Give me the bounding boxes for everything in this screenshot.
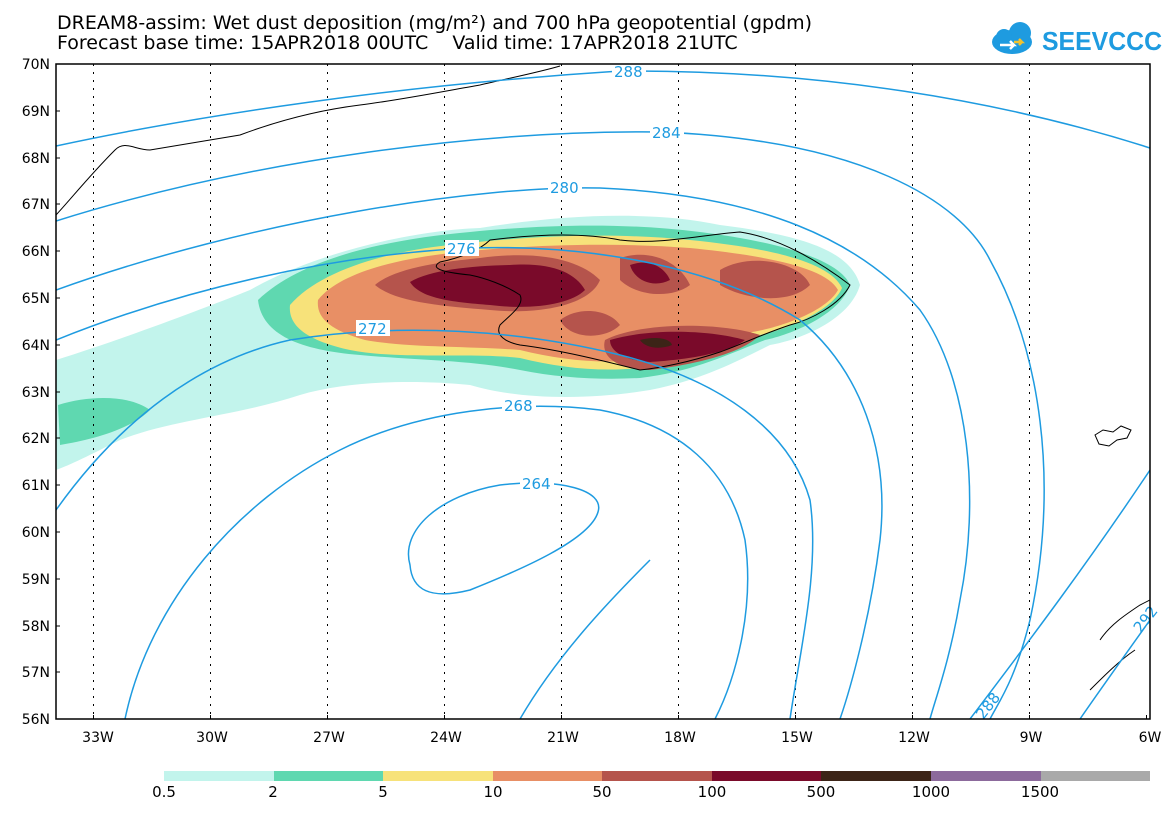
lon-tick-label: 18W — [664, 730, 696, 746]
grid — [93, 64, 1030, 719]
contour-labels: 288 284 280 276 272 268 264 288 292 — [356, 63, 1161, 723]
dust-100 — [410, 262, 745, 362]
dust-500 — [640, 337, 672, 348]
legend-label: 50 — [592, 783, 612, 801]
lon-tick-label: 9W — [1020, 730, 1043, 746]
legend-label: 0.5 — [152, 783, 176, 801]
legend-label: 1500 — [1020, 783, 1060, 801]
cloud-icon — [992, 22, 1032, 54]
contour-label: 268 — [504, 397, 533, 415]
contour-label: 264 — [522, 475, 551, 493]
contour-276 — [56, 246, 883, 719]
lat-tick-label: 61N — [22, 478, 50, 494]
lat-tick-label: 68N — [22, 151, 50, 167]
contour-292 — [1079, 619, 1150, 719]
lat-tick-label: 69N — [22, 104, 50, 120]
legend-swatch — [383, 771, 493, 781]
contour-label: 288 — [972, 689, 1004, 723]
legend-label: 1000 — [911, 783, 951, 801]
lat-tick-label: 57N — [22, 665, 50, 681]
legend-label: 10 — [483, 783, 503, 801]
legend-label: 100 — [697, 783, 727, 801]
legend-label: 5 — [378, 783, 388, 801]
contour-268 — [124, 405, 749, 719]
legend-label: 2 — [268, 783, 278, 801]
legend-swatch — [273, 771, 384, 781]
lon-tick-label: 15W — [781, 730, 813, 746]
legend-swatch — [602, 771, 712, 781]
legend-label: 500 — [806, 783, 836, 801]
contour-label: 280 — [550, 179, 579, 197]
lat-tick-label: 56N — [22, 712, 50, 728]
lat-tick-label: 59N — [22, 572, 50, 588]
contour-268b — [519, 559, 651, 719]
lon-tick-label: 30W — [196, 730, 228, 746]
iceland-coast — [435, 231, 851, 371]
lat-tick-label: 64N — [22, 338, 50, 354]
contour-label: 284 — [652, 124, 681, 142]
greenland-coast — [56, 65, 561, 216]
contour-288b — [969, 469, 1150, 719]
legend-swatch — [930, 771, 1041, 781]
contour-label: 288 — [614, 63, 643, 81]
legend-swatch — [711, 771, 822, 781]
faroe-coast — [1094, 425, 1132, 447]
contour-label: 276 — [447, 240, 476, 258]
contour-264 — [407, 482, 600, 595]
lat-tick-label: 58N — [22, 619, 50, 635]
contour-280 — [56, 187, 971, 719]
lat-tick-label: 67N — [22, 197, 50, 213]
chart-subtitle: Forecast base time: 15APR2018 00UTC Vali… — [57, 32, 738, 54]
dust-field — [56, 215, 860, 470]
contour-288 — [56, 70, 1150, 149]
contour-label: 272 — [358, 320, 387, 338]
lon-tick-label: 12W — [898, 730, 930, 746]
lat-tick-label: 63N — [22, 385, 50, 401]
lat-axis — [56, 63, 60, 720]
lat-tick-label: 70N — [22, 57, 50, 73]
legend-swatch — [1040, 771, 1151, 781]
contour-272 — [56, 329, 814, 719]
scotland-coast — [1089, 599, 1150, 691]
contour-284 — [56, 131, 1045, 719]
legend-swatch — [492, 771, 603, 781]
lon-tick-label: 21W — [547, 730, 579, 746]
lon-axis — [93, 715, 1147, 719]
lat-tick-label: 65N — [22, 291, 50, 307]
coastlines — [56, 65, 1150, 691]
lat-tick-label: 60N — [22, 525, 50, 541]
logo: SEEVCCC — [992, 22, 1162, 56]
legend-swatch — [821, 771, 931, 781]
lat-tick-label: 62N — [22, 431, 50, 447]
contour-label: 292 — [1130, 602, 1162, 636]
lon-tick-label: 6W — [1139, 730, 1162, 746]
color-legend — [164, 771, 1151, 781]
legend-swatch — [164, 771, 274, 781]
lon-tick-label: 27W — [313, 730, 345, 746]
lat-tick-label: 66N — [22, 244, 50, 260]
chart-title: DREAM8-assim: Wet dust deposition (mg/m²… — [57, 12, 813, 34]
map-chart: 288 284 280 276 272 268 264 288 292 70N … — [22, 57, 1162, 746]
logo-text: SEEVCCC — [1042, 26, 1162, 56]
lon-tick-label: 24W — [430, 730, 462, 746]
lon-labels: 33W 30W 27W 24W 21W 18W 15W 12W 9W 6W — [82, 730, 1161, 746]
lat-labels: 70N 69N 68N 67N 66N 65N 64N 63N 62N 61N … — [22, 57, 50, 728]
lon-tick-label: 33W — [82, 730, 114, 746]
